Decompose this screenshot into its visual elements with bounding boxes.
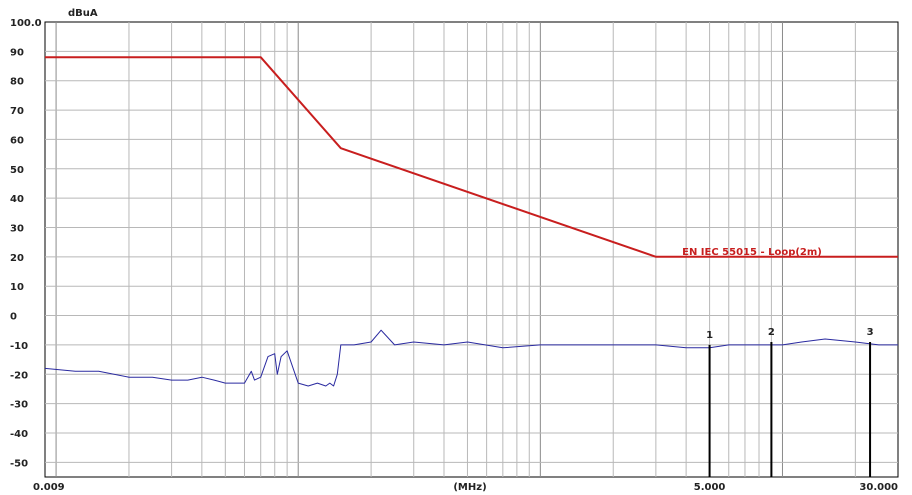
x-axis-label: (MHz) xyxy=(453,482,486,493)
limit-line-label: EN IEC 55015 - Loop(2m) xyxy=(682,247,822,258)
plot-frame xyxy=(44,21,899,478)
y-tick-label: 100.0 xyxy=(10,18,42,29)
y-axis-label: dBuA xyxy=(68,8,98,19)
marker-label: 2 xyxy=(768,327,775,338)
y-tick-label: -10 xyxy=(10,341,28,352)
y-tick-label: -20 xyxy=(10,370,28,381)
y-tick-label: 30 xyxy=(10,223,24,234)
y-tick-label: 10 xyxy=(10,282,24,293)
limit-line xyxy=(45,56,898,258)
x-tick-label: 5.000 xyxy=(694,482,726,493)
y-tick-label: 70 xyxy=(10,106,24,117)
y-tick-label: 20 xyxy=(10,253,24,264)
y-tick-label: -50 xyxy=(10,458,28,469)
y-tick-label: -40 xyxy=(10,429,28,440)
x-tick-label: 30.000 xyxy=(859,482,898,493)
grid xyxy=(45,22,898,477)
marker-label: 1 xyxy=(706,330,713,341)
y-tick-label: 0 xyxy=(10,312,17,323)
series-layer xyxy=(44,56,898,387)
measurement-trace xyxy=(44,329,898,387)
marker-label: 3 xyxy=(867,327,874,338)
y-tick-label: 50 xyxy=(10,165,24,176)
tick-labels: 100.0 90 80 70 60 50 40 30 20 10 0 -10 -20 -30 -40 -50 0… xyxy=(10,18,898,493)
y-tick-label: 40 xyxy=(10,194,24,205)
y-tick-label: 80 xyxy=(10,77,24,88)
marker-layer: 1 2 3 xyxy=(706,327,874,477)
x-tick-label: 0.009 xyxy=(33,482,65,493)
y-tick-label: -30 xyxy=(10,400,28,411)
y-tick-label: 60 xyxy=(10,135,24,146)
y-tick-label: 90 xyxy=(10,47,24,58)
